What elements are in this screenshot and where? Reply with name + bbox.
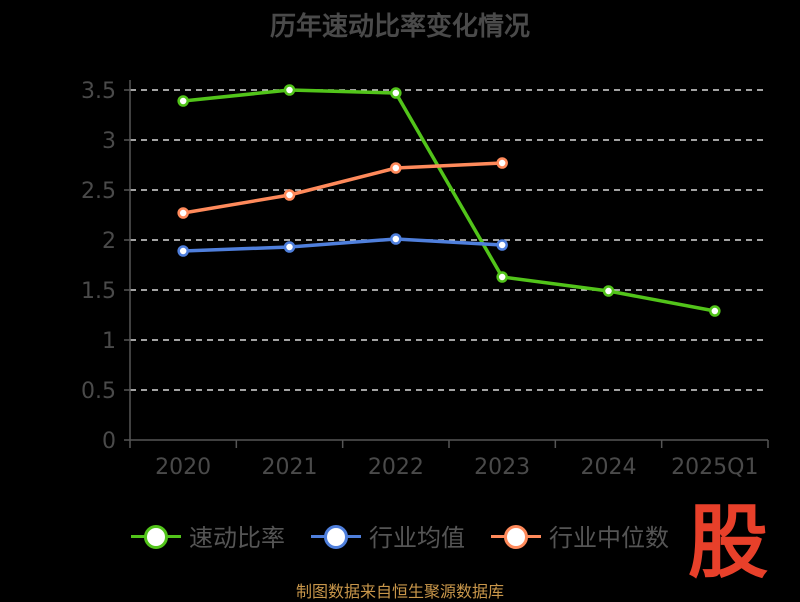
- legend-item-quick-ratio[interactable]: 速动比率: [131, 518, 285, 553]
- x-tick-label: 2021: [262, 455, 318, 480]
- y-tick-label: 2.5: [81, 179, 116, 204]
- chart-title: 历年速动比率变化情况: [269, 12, 530, 42]
- y-tick-label: 0.5: [81, 379, 116, 404]
- data-point[interactable]: [177, 245, 189, 257]
- y-tick-label: 3: [102, 129, 116, 154]
- data-source-note: 制图数据来自恒生聚源数据库: [295, 582, 504, 601]
- legend-swatch-industry-mean: [311, 524, 361, 549]
- data-point[interactable]: [283, 241, 296, 253]
- y-tick-labels: 0 0.5 1 1.5 2 2.5 3 3.5: [81, 79, 116, 454]
- data-point[interactable]: [496, 239, 508, 251]
- data-point[interactable]: [496, 271, 508, 283]
- data-point[interactable]: [496, 157, 508, 169]
- series-1: [177, 233, 508, 257]
- y-tick-label: 1: [102, 329, 116, 354]
- x-tick-label: 2022: [368, 455, 424, 480]
- data-point[interactable]: [390, 233, 402, 245]
- series-line: [183, 237, 503, 253]
- x-tick-labels: 2020 2021 2022 2023 2024 2025Q1: [155, 455, 758, 480]
- legend-swatch-industry-median: [491, 524, 541, 549]
- legend-label-industry-median: 行业中位数: [549, 524, 669, 552]
- x-tick-label: 2023: [474, 455, 530, 480]
- data-point[interactable]: [177, 95, 189, 107]
- x-tick-label: 2024: [581, 455, 637, 480]
- legend-swatch-quick-ratio: [131, 524, 181, 549]
- legend-item-industry-mean[interactable]: 行业均值: [311, 518, 465, 553]
- axes: [124, 80, 769, 448]
- y-tick-label: 1.5: [81, 279, 116, 304]
- y-tick-label: 3.5: [81, 79, 116, 104]
- data-point[interactable]: [709, 305, 721, 317]
- data-point[interactable]: [390, 162, 402, 174]
- grid-lines: [130, 89, 768, 391]
- data-point[interactable]: [283, 189, 296, 201]
- series-line: [182, 88, 716, 313]
- legend-item-industry-median[interactable]: 行业中位数: [491, 518, 669, 553]
- legend: 速动比率 行业均值 行业中位数: [0, 518, 800, 553]
- y-tick-label: 2: [102, 229, 116, 254]
- data-point[interactable]: [177, 207, 189, 219]
- x-tick-label: 2020: [155, 455, 211, 480]
- series-line: [182, 161, 503, 215]
- series-lines: [177, 84, 721, 317]
- data-point[interactable]: [390, 87, 402, 99]
- legend-label-industry-mean: 行业均值: [369, 524, 465, 552]
- y-tick-label: 0: [102, 429, 116, 454]
- data-point[interactable]: [602, 285, 615, 297]
- data-point[interactable]: [283, 84, 296, 96]
- series-2: [177, 157, 508, 219]
- series-0: [177, 84, 721, 317]
- x-tick-label: 2025Q1: [671, 455, 758, 480]
- legend-label-quick-ratio: 速动比率: [189, 524, 285, 552]
- brand-logo: 股: [688, 496, 768, 589]
